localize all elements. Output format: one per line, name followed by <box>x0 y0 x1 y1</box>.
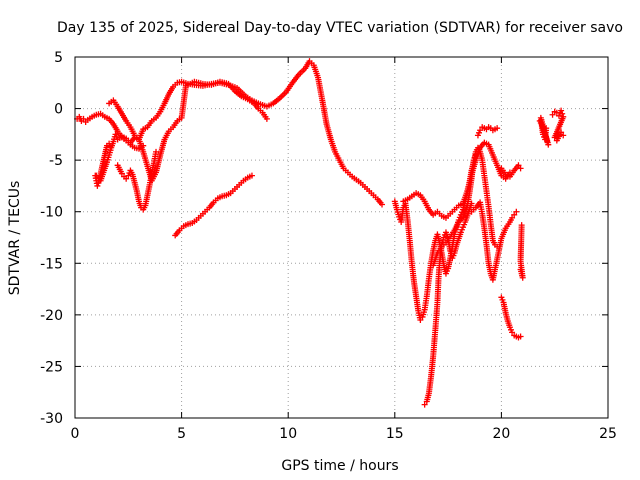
grid-lines <box>75 57 608 418</box>
y-tick-label: -10 <box>40 205 63 221</box>
data-point <box>509 329 516 336</box>
data-point <box>106 140 113 147</box>
data-point <box>417 317 424 324</box>
data-point <box>248 172 255 179</box>
axis-ticks <box>74 56 609 419</box>
data-point <box>551 134 558 141</box>
data-point <box>543 125 550 132</box>
data-point <box>513 208 520 215</box>
series-s11 <box>468 199 520 283</box>
y-axis-label: SDTVAR / TECUs <box>7 181 23 296</box>
data-point <box>118 170 125 177</box>
data-point <box>560 132 567 139</box>
data-point <box>123 175 130 182</box>
x-tick-label: 15 <box>386 426 404 442</box>
x-tick-label: 20 <box>492 426 510 442</box>
x-tick-label: 5 <box>177 426 186 442</box>
x-tick-label: 0 <box>71 426 80 442</box>
data-point <box>472 151 479 158</box>
series-s8 <box>421 200 475 408</box>
plot-frame <box>74 56 609 419</box>
y-tick-label: 0 <box>54 102 63 118</box>
data-point <box>509 214 516 221</box>
data-point <box>379 201 386 208</box>
y-tick-label: 5 <box>54 50 63 66</box>
series-s12 <box>474 124 501 139</box>
series-s14 <box>498 162 524 180</box>
series-s4 <box>114 148 160 213</box>
y-tick-label: -25 <box>40 359 63 375</box>
data-point <box>494 125 501 132</box>
data-point <box>153 148 160 155</box>
data-point <box>518 222 525 229</box>
data-point <box>515 162 522 169</box>
chart-title: Day 135 of 2025, Sidereal Day-to-day VTE… <box>57 20 623 36</box>
y-tick-label: -15 <box>40 256 63 272</box>
y-tick-label: -5 <box>49 153 63 169</box>
series-s15 <box>517 222 526 281</box>
data-point <box>549 111 556 118</box>
data-point <box>558 107 565 114</box>
series-s16 <box>536 114 552 148</box>
series-s13 <box>498 294 524 341</box>
data-point <box>517 333 524 340</box>
x-tick-label: 25 <box>599 426 617 442</box>
data-point <box>555 112 562 119</box>
y-tick-label: -30 <box>40 411 63 427</box>
data-point <box>517 165 524 172</box>
x-axis-label: GPS time / hours <box>281 458 398 474</box>
data-point <box>263 115 270 122</box>
tick-labels: 0 5 10 15 20 25 5 0 -5 -10 -15 -20 -25 -30 <box>40 50 617 442</box>
data-point <box>477 127 484 134</box>
y-tick-label: -20 <box>40 308 63 324</box>
data-point <box>558 129 565 136</box>
series-s6 <box>92 140 114 189</box>
data-point <box>94 182 101 189</box>
data-markers <box>74 58 567 408</box>
data-point <box>107 143 114 150</box>
series-s5 <box>172 172 255 239</box>
data-point <box>80 115 87 122</box>
series-s9 <box>400 139 513 221</box>
x-tick-label: 10 <box>279 426 297 442</box>
data-point <box>511 211 518 218</box>
data-point <box>421 401 428 408</box>
series-s10 <box>430 151 479 269</box>
series-s17 <box>549 107 567 144</box>
